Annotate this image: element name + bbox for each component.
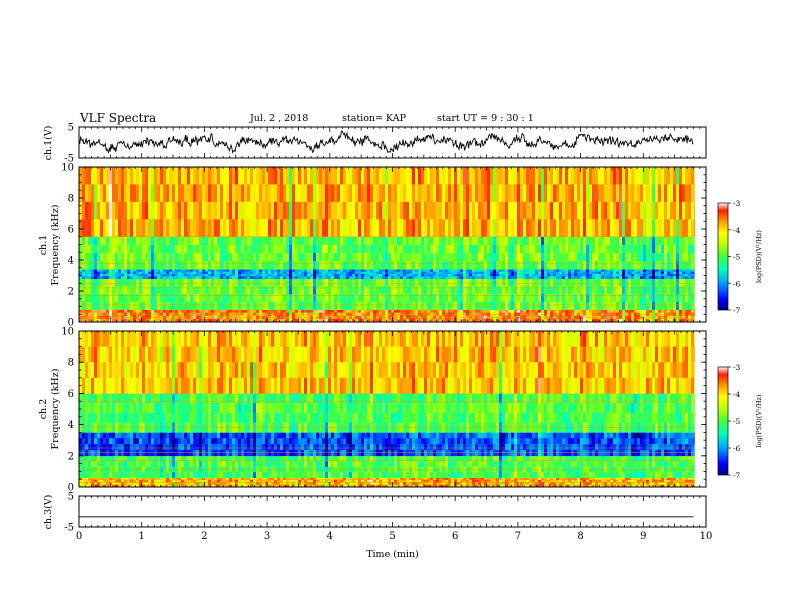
- ytick-label: 5: [68, 492, 74, 503]
- ytick-label: 10: [61, 327, 74, 338]
- ch3-ylabel: ch.3(V): [43, 495, 54, 530]
- ch1-spec-ylabel-channel: ch.1: [38, 235, 49, 256]
- colorbar-tick-label: -4: [733, 226, 741, 235]
- colorbar-label: log(PSD)(V²/Hz): [755, 230, 763, 283]
- xtick-label: 6: [452, 531, 458, 542]
- ytick-label: -5: [64, 523, 74, 534]
- xtick-label: 4: [327, 531, 333, 542]
- colorbar-ch2-spectrogram: -3 -4 -5 -6 -7 log(PSD)(V²/Hz): [718, 363, 763, 480]
- ch1-spec-ylabel-freq: Frequency (kHz): [50, 205, 61, 286]
- xtick-label: 7: [515, 531, 521, 542]
- colorbar-label: log(PSD)(V²/Hz): [755, 394, 763, 447]
- ytick-label: 2: [68, 451, 74, 462]
- colorbar-tick-label: -3: [733, 363, 741, 372]
- ch2-spec-ylabel-freq: Frequency (kHz): [50, 369, 61, 450]
- start-ut-label: start UT = 9 : 30 : 1: [437, 113, 534, 124]
- xtick-label: 0: [76, 531, 82, 542]
- ytick-label: 2: [68, 287, 74, 298]
- ytick-label: 4: [68, 256, 74, 267]
- spectrogram-ch2-spectrogram: [79, 331, 706, 487]
- xtick-label: 9: [640, 531, 646, 542]
- colorbar-tick-label: -7: [733, 471, 741, 480]
- date-label: Jul. 2 , 2018: [250, 113, 308, 124]
- ytick-label: 6: [68, 389, 74, 400]
- ytick-label: 4: [68, 420, 74, 431]
- colorbar-tick-label: -5: [733, 253, 741, 262]
- ch1-waveform-line: [79, 131, 693, 152]
- colorbar-tick-label: -7: [733, 306, 741, 315]
- colorbar-tick-label: -4: [733, 390, 741, 399]
- ytick-label: 5: [68, 123, 74, 134]
- xtick-label: 8: [577, 531, 583, 542]
- xtick-label: 5: [389, 531, 395, 542]
- x-axis-label: Time (min): [366, 549, 419, 560]
- xtick-label: 10: [700, 531, 713, 542]
- station-label: station= KAP: [342, 113, 406, 124]
- colorbar-tick-label: -6: [733, 279, 741, 288]
- ch2-spec-ylabel-channel: ch.2: [38, 399, 49, 420]
- xtick-label: 1: [139, 531, 145, 542]
- colorbar-tick-label: -3: [733, 199, 741, 208]
- ch1-ylabel: ch.1(V): [43, 126, 54, 161]
- xtick-label: 3: [264, 531, 270, 542]
- xtick-label: 2: [201, 531, 207, 542]
- colorbar-ch1-spectrogram: -3 -4 -5 -6 -7 log(PSD)(V²/Hz): [718, 199, 763, 315]
- figure-title: VLF Spectra: [80, 111, 156, 125]
- ytick-label: 8: [68, 358, 74, 369]
- ytick-label: 6: [68, 225, 74, 236]
- colorbar-tick-label: -6: [733, 444, 741, 453]
- ytick-label: 10: [61, 163, 74, 174]
- ytick-label: 8: [68, 194, 74, 205]
- spectrogram-ch1-spectrogram: [79, 167, 706, 322]
- colorbar-tick-label: -5: [733, 417, 741, 426]
